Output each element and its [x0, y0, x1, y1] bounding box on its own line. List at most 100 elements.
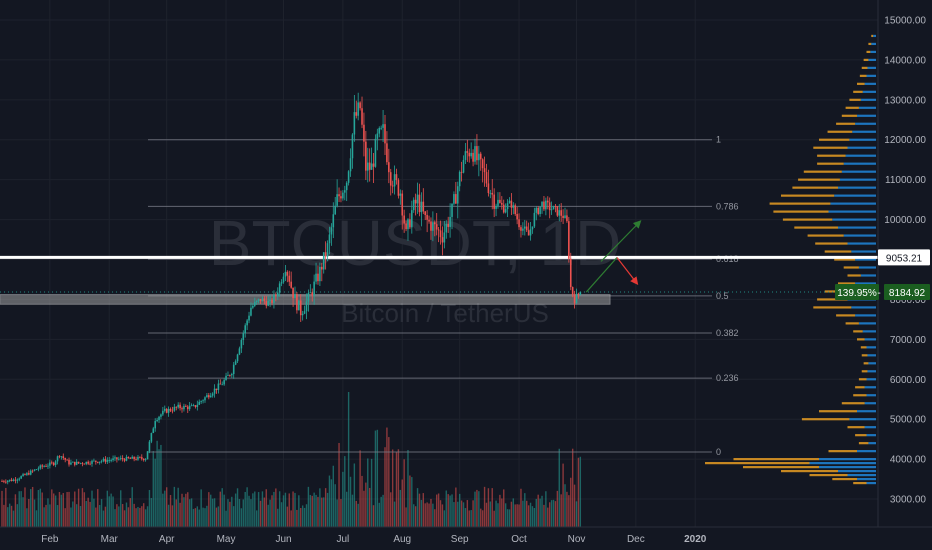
volume-bar [108, 496, 110, 527]
candle-body [33, 469, 36, 471]
volume-profile-down [834, 258, 856, 261]
volume-bar [227, 499, 229, 527]
volume-bar [146, 506, 149, 527]
volume-profile-up [873, 34, 876, 38]
volume-bar [118, 506, 120, 527]
candle-body [1, 481, 3, 482]
candle-body [223, 380, 225, 385]
volume-bar [47, 498, 49, 527]
volume-profile-up [828, 210, 876, 213]
candle-body [569, 258, 572, 288]
volume-bar [219, 491, 222, 527]
volume-bar [311, 495, 313, 527]
volume-bar [135, 508, 137, 527]
volume-bar [386, 427, 388, 527]
volume-bar [535, 498, 537, 527]
last-price-tag [884, 284, 930, 301]
volume-profile-down [868, 42, 872, 46]
candle-body [558, 210, 561, 216]
volume-bar [292, 491, 294, 527]
volume-bar [10, 505, 13, 527]
volume-bar [1, 490, 3, 527]
candle-body [271, 299, 273, 303]
candle-body [504, 209, 507, 213]
volume-bar [165, 487, 168, 527]
candle-body [8, 479, 11, 481]
candle-body [577, 293, 580, 295]
candle-body [50, 462, 53, 464]
candle-body [326, 243, 329, 257]
candle-body [185, 405, 187, 407]
candle-body [556, 206, 559, 216]
volume-bar [401, 479, 403, 527]
candle-body [315, 273, 317, 282]
volume-profile-up [855, 122, 876, 125]
volume-bar [422, 493, 424, 527]
candle-body [343, 190, 346, 193]
volume-profile-down [857, 338, 865, 341]
volume-bar [104, 506, 107, 527]
volume-bar [382, 494, 384, 527]
candle-body [447, 223, 449, 228]
volume-bar [501, 498, 503, 527]
volume-profile-down [859, 74, 867, 77]
volume-profile-up [841, 170, 876, 173]
candle-body [376, 133, 379, 139]
candle-body [282, 276, 285, 283]
candle-body [131, 456, 134, 459]
price-tick-label: 11000.00 [885, 175, 926, 186]
volume-bar [211, 498, 214, 527]
candle-body [58, 456, 61, 458]
volume-bar [462, 502, 465, 527]
candle-body [64, 458, 66, 460]
volume-bar [35, 510, 38, 527]
price-tick-label: 13000.00 [884, 95, 926, 106]
volume-bar [106, 490, 109, 527]
volume-profile-down [705, 462, 810, 465]
volume-bar [129, 498, 132, 527]
candle-body [139, 456, 141, 458]
volume-bar [470, 510, 472, 527]
candle-body [466, 151, 469, 153]
candle-body [188, 405, 191, 410]
volume-bar [407, 449, 409, 527]
volume-bar [556, 490, 559, 527]
volume-bar [393, 501, 396, 527]
volume-bar [14, 494, 17, 527]
volume-profile-down [853, 394, 867, 397]
volume-bar [143, 503, 145, 527]
level-annotations [0, 255, 878, 305]
volume-bar [476, 489, 478, 527]
fibonacci-levels: 1 0.786 0.618 0.5 0.382 0.236 0 [148, 135, 739, 457]
volume-bar [102, 510, 105, 527]
time-axis[interactable]: Feb Mar Apr May Jun Jul Aug Sep Oct Nov Dec 2020 [0, 526, 932, 545]
candle-body [5, 481, 7, 483]
volume-profile-up [809, 462, 876, 465]
volume-profile-down [853, 330, 863, 333]
volume-bar [116, 504, 118, 527]
candle-body [118, 458, 120, 460]
candle-body [476, 146, 478, 161]
candle-body [324, 252, 327, 257]
price-axis[interactable]: 15000.00 14000.00 13000.00 12000.00 11000.00… [877, 0, 932, 550]
volume-bar [478, 491, 480, 527]
arrow-up-segment [585, 257, 618, 293]
candle-body [127, 456, 130, 459]
candle-body [548, 202, 551, 211]
candle-body [543, 201, 545, 210]
volume-profile-up [855, 314, 876, 317]
volume-bar [210, 494, 212, 527]
candle-body [192, 405, 195, 406]
volume-bar [301, 505, 304, 527]
volume-bar [518, 504, 520, 527]
volume-bar [499, 494, 501, 527]
fib-level-label: 0.382 [716, 328, 739, 338]
candle-body [211, 393, 214, 396]
volume-profile-up [843, 234, 876, 237]
candle-body [349, 158, 352, 172]
volume-bar [53, 493, 55, 527]
volume-bar [257, 492, 260, 527]
volume-bar [74, 491, 76, 527]
time-tick-label: Jul [336, 534, 349, 545]
